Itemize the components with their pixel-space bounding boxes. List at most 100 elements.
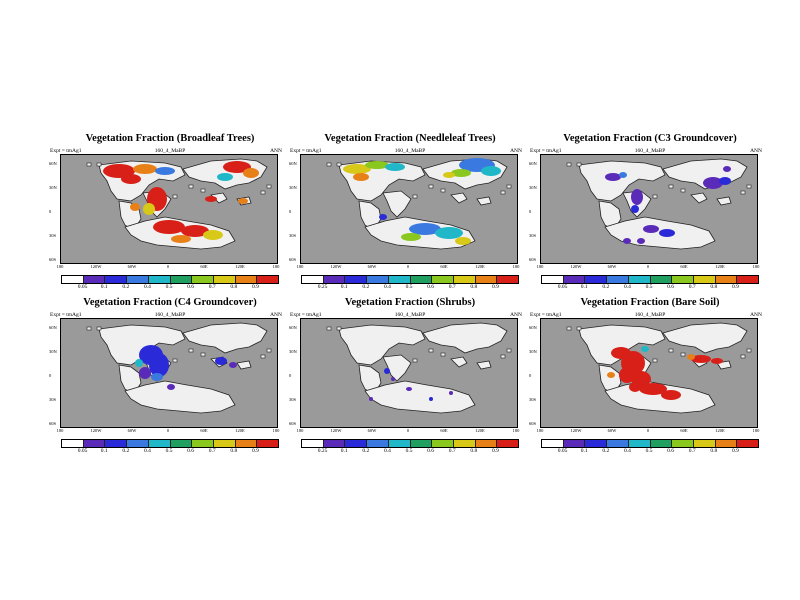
longitude-label: 0 [646, 428, 650, 433]
vegetation-patch [629, 382, 641, 392]
longitude-label: 60W [127, 264, 137, 269]
map-panel: Vegetation Fraction (C4 Groundcover) Expt… [49, 297, 290, 467]
longitude-label: 120W [570, 428, 582, 433]
map-panel: Vegetation Fraction (Needleleaf Trees) Ex… [289, 133, 530, 303]
island [440, 188, 446, 193]
colorbar-segment [148, 440, 171, 447]
colorbar-segment [453, 276, 476, 283]
island [740, 190, 746, 195]
vegetation-patch [343, 164, 371, 174]
continent-outline [578, 160, 666, 202]
longitude-label: 60E [680, 428, 688, 433]
island [260, 190, 266, 195]
vegetation-patch [607, 372, 615, 378]
colorbar-label: 0.2 [122, 448, 130, 454]
colorbar-segment [410, 440, 433, 447]
colorbar-label: 0.6 [187, 448, 195, 454]
latitude-label: 60S [289, 257, 297, 262]
colorbar-label: 0.9 [731, 448, 739, 454]
colorbar-segment [432, 276, 454, 283]
vegetation-patch [391, 377, 395, 381]
longitude-label: 180 [536, 428, 544, 433]
island [576, 326, 582, 331]
map-canvas [86, 158, 272, 250]
longitude-label: 120W [90, 264, 102, 269]
longitude-label: 60W [367, 264, 377, 269]
longitude-label: 180 [536, 264, 544, 269]
season-label: ANN [750, 148, 762, 154]
vegetation-patch [435, 227, 463, 239]
colorbar-label: 0.8 [470, 448, 478, 454]
island [428, 184, 434, 189]
colorbar-segment [257, 276, 279, 283]
vegetation-patch [149, 353, 169, 377]
latitude-label: 60S [49, 257, 57, 262]
island [740, 354, 746, 359]
island [200, 352, 206, 357]
colorbar-label: 0.9 [731, 284, 739, 290]
colorbar-segment [105, 276, 128, 283]
colorbar-label: 0.6 [427, 448, 435, 454]
run-label: 160_4_MaBP [154, 148, 186, 154]
longitude-label: 180 [512, 428, 520, 433]
latitude-label: 30S [49, 397, 57, 402]
longitude-label: 120E [715, 264, 725, 269]
colorbar-segment [715, 276, 738, 283]
colorbar-label: 0.05 [557, 448, 568, 454]
colorbar-label: 0.7 [208, 448, 216, 454]
vegetation-patch [121, 174, 141, 184]
longitude-label: 120W [570, 264, 582, 269]
colorbar-segment [628, 440, 651, 447]
colorbar-label: 0.05 [557, 284, 568, 290]
colorbar-label: 0.9 [491, 448, 499, 454]
colorbar-segment [323, 276, 346, 283]
vegetation-patch [229, 362, 237, 368]
run-label: 160_4_MaBP [634, 148, 666, 154]
run-label: 160_4_MaBP [394, 312, 426, 318]
latitude-label: 0 [289, 373, 292, 378]
latitude-label: 60N [289, 325, 297, 330]
experiment-label: Expt = tmAg1 [290, 312, 322, 318]
longitude-label: 60W [127, 428, 137, 433]
continent-outline [364, 380, 476, 414]
continent-outline [450, 356, 468, 368]
island [500, 354, 506, 359]
island [652, 194, 658, 199]
panel-title: Vegetation Fraction (Bare Soil) [580, 297, 720, 308]
map-panel: Vegetation Fraction (C3 Groundcover) Expt… [529, 133, 770, 303]
colorbar-label: 0.9 [491, 284, 499, 290]
longitude-label: 60E [200, 428, 208, 433]
colorbar-segment [453, 440, 476, 447]
colorbar-label: 0.8 [230, 284, 238, 290]
island [188, 348, 194, 353]
latitude-label: 60N [529, 325, 537, 330]
vegetation-patch [151, 373, 163, 381]
vegetation-patch [379, 214, 387, 220]
longitude-label: 180 [752, 264, 760, 269]
latitude-label: 60N [49, 161, 57, 166]
run-label: 160_4_MaBP [394, 148, 426, 154]
colorbar-segment [542, 276, 564, 283]
vegetation-patch [637, 238, 645, 244]
map-area [300, 154, 518, 264]
vegetation-patch [631, 189, 643, 205]
colorbar-label: 0.4 [623, 448, 631, 454]
island [266, 348, 272, 353]
continent-outline [382, 354, 412, 382]
colorbar [301, 439, 519, 448]
panel-title: Vegetation Fraction (C4 Groundcover) [83, 297, 257, 308]
vegetation-patch [661, 390, 681, 400]
vegetation-patch [181, 225, 209, 237]
vegetation-patch [451, 169, 471, 177]
longitude-label: 120E [715, 428, 725, 433]
colorbar-segment [563, 440, 586, 447]
colorbar-segment [235, 440, 258, 447]
colorbar-segment [302, 276, 324, 283]
colorbar-label: 0.2 [122, 284, 130, 290]
longitude-label: 60E [680, 264, 688, 269]
vegetation-patch [631, 205, 639, 213]
colorbar-segment [192, 276, 214, 283]
colorbar-segment [388, 276, 411, 283]
colorbar-label: 0.8 [470, 284, 478, 290]
vegetation-patch [641, 346, 649, 352]
